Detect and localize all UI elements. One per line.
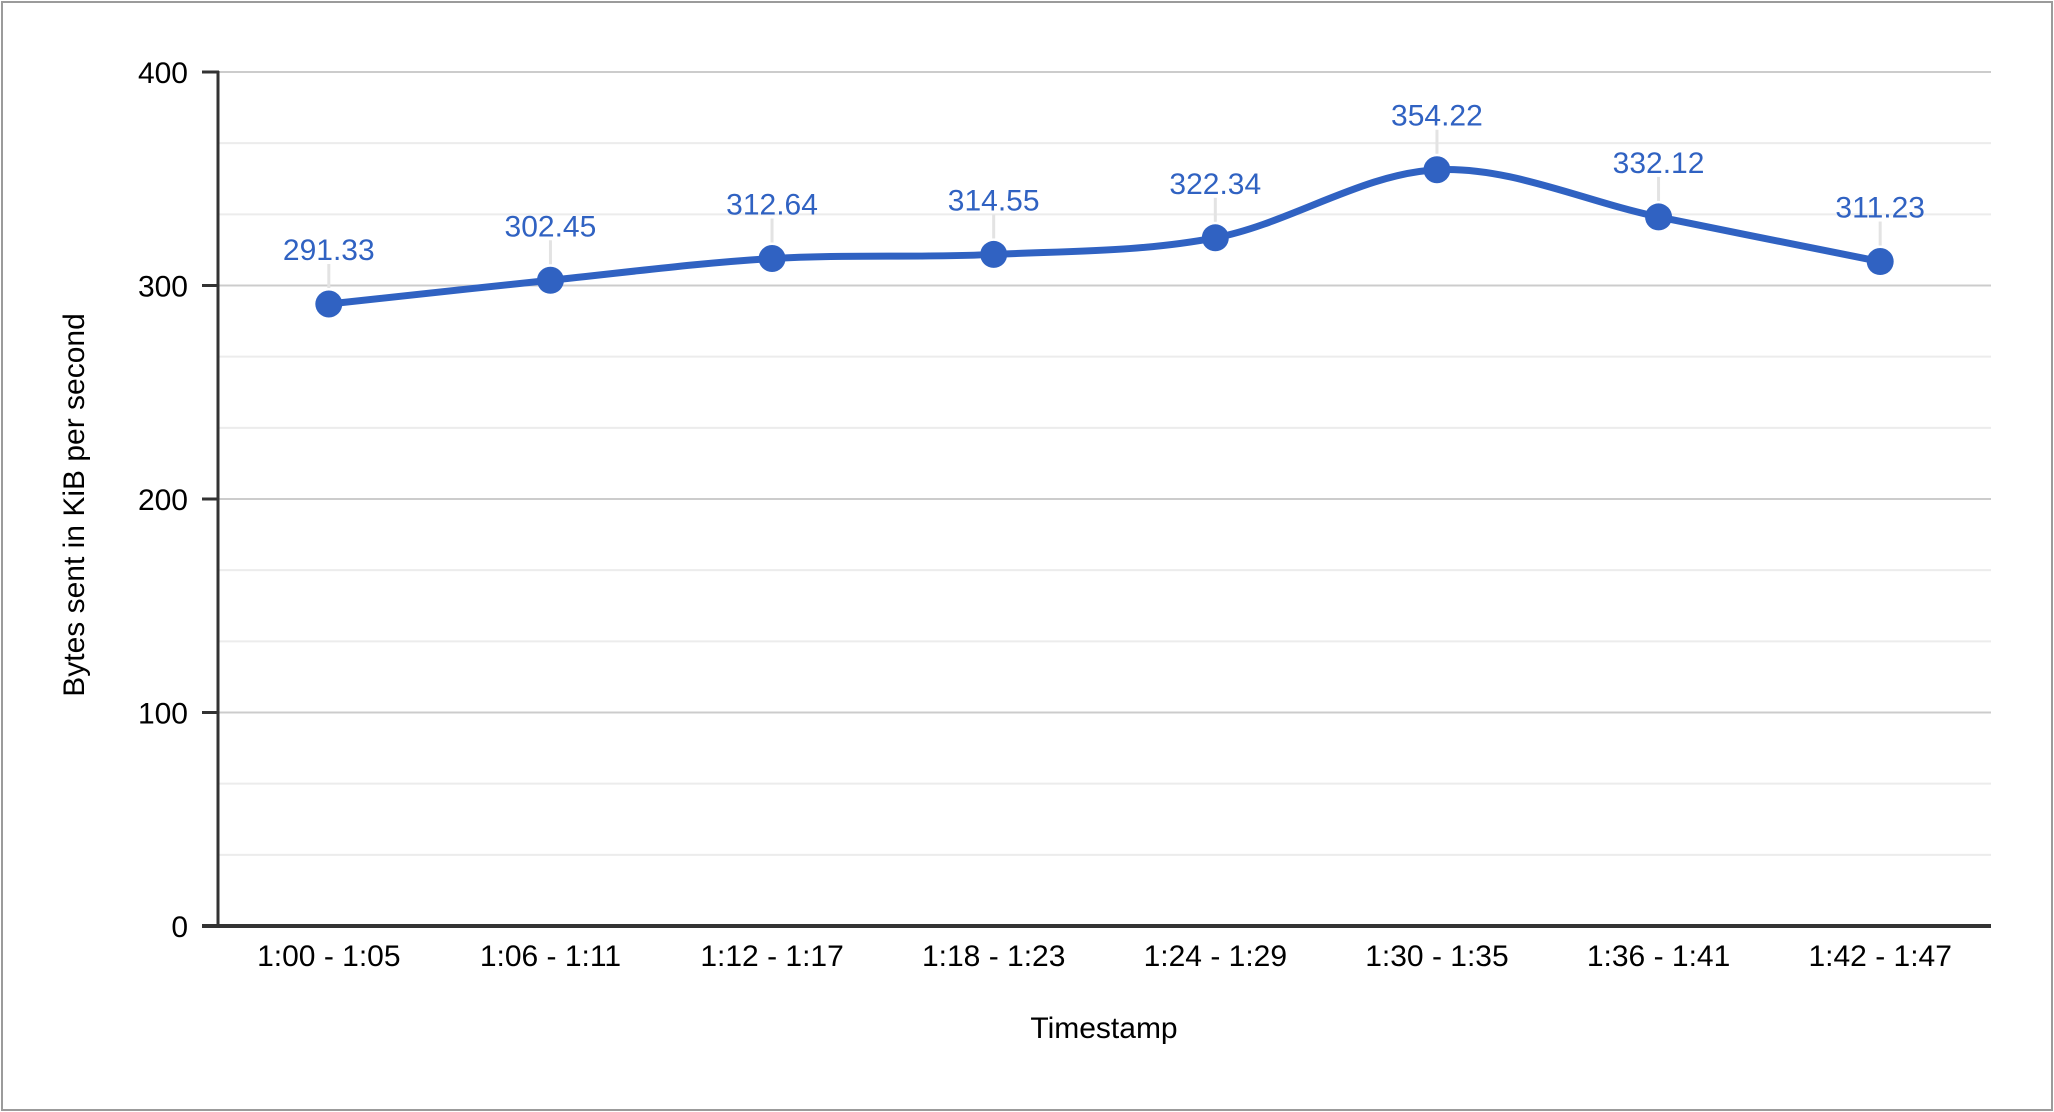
data-point-marker[interactable] bbox=[1645, 203, 1673, 231]
series-line bbox=[325, 166, 1884, 308]
x-tick-label: 1:06 - 1:11 bbox=[480, 940, 621, 973]
data-point-marker[interactable] bbox=[1201, 224, 1229, 252]
x-tick-label: 1:18 - 1:23 bbox=[922, 940, 1065, 973]
y-tick-label: 100 bbox=[138, 698, 188, 731]
x-axis-title: Timestamp bbox=[1030, 1012, 1178, 1045]
y-tick-label: 200 bbox=[138, 484, 188, 517]
data-point-label: 322.34 bbox=[1169, 168, 1261, 201]
data-point-marker[interactable] bbox=[1866, 248, 1894, 276]
data-point-marker[interactable] bbox=[315, 290, 343, 318]
x-tick-label: 1:42 - 1:47 bbox=[1808, 940, 1951, 973]
x-tick-label: 1:36 - 1:41 bbox=[1587, 940, 1730, 973]
y-tick-label: 0 bbox=[171, 911, 188, 944]
y-tick-label: 400 bbox=[138, 57, 188, 90]
data-point-label: 291.33 bbox=[283, 234, 375, 267]
data-point-label: 312.64 bbox=[726, 189, 818, 222]
data-point-label: 354.22 bbox=[1391, 100, 1483, 133]
data-point-label: 314.55 bbox=[948, 184, 1040, 217]
data-point-label: 332.12 bbox=[1613, 147, 1705, 180]
data-point-label: 302.45 bbox=[505, 210, 597, 243]
x-tick-label: 1:30 - 1:35 bbox=[1365, 940, 1508, 973]
data-point-marker[interactable] bbox=[536, 266, 564, 294]
y-axis-title: Bytes sent in KiB per second bbox=[58, 313, 91, 697]
x-tick-label: 1:24 - 1:29 bbox=[1144, 940, 1287, 973]
x-tick-label: 1:12 - 1:17 bbox=[700, 940, 843, 973]
data-point-label: 311.23 bbox=[1835, 192, 1925, 225]
y-tick-label: 300 bbox=[138, 271, 188, 304]
data-point-marker[interactable] bbox=[1423, 156, 1451, 184]
data-point-marker[interactable] bbox=[758, 245, 786, 273]
x-tick-label: 1:00 - 1:05 bbox=[257, 940, 400, 973]
data-point-marker[interactable] bbox=[980, 240, 1008, 268]
